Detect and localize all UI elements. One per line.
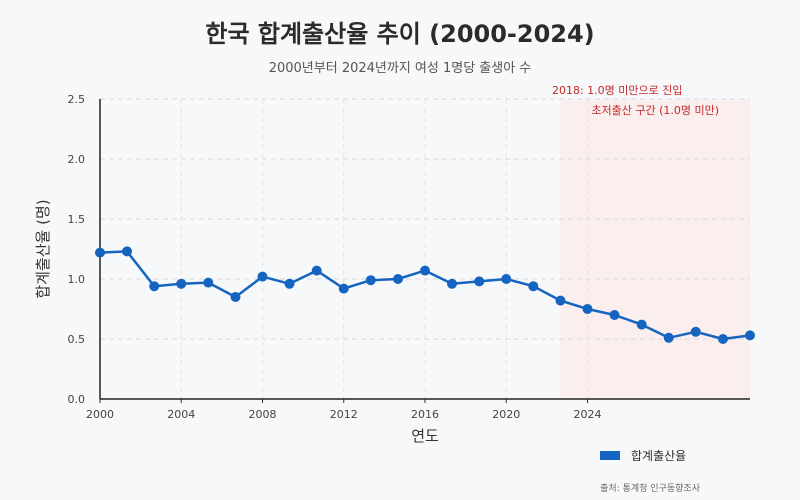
data-point xyxy=(609,310,620,320)
data-point xyxy=(365,275,376,286)
data-point xyxy=(663,332,674,343)
x-tick-label: 2000 xyxy=(86,408,114,421)
legend-swatch xyxy=(600,451,620,460)
y-tick-label: 0.0 xyxy=(68,393,86,406)
data-point xyxy=(420,265,430,276)
x-tick-label: 2012 xyxy=(330,408,358,421)
legend: 합계출산율 xyxy=(600,447,686,464)
y-tick-label: 1.5 xyxy=(68,213,86,226)
data-point xyxy=(284,278,295,289)
data-point xyxy=(636,319,647,330)
data-point xyxy=(338,283,349,294)
x-tick-label: 2008 xyxy=(249,408,277,421)
source-note: 출처: 통계청 인구동향조사 xyxy=(600,484,700,494)
shaded-region-label: 초저출산 구간 (1.0명 미만) xyxy=(591,104,719,117)
y-tick-label: 2.5 xyxy=(68,93,86,106)
x-tick-label: 2016 xyxy=(411,408,439,421)
shaded-region xyxy=(560,99,750,399)
data-point xyxy=(474,276,485,287)
data-point xyxy=(203,277,214,288)
data-point xyxy=(717,334,728,344)
data-point xyxy=(311,265,322,276)
data-point xyxy=(582,304,593,314)
data-point xyxy=(95,247,105,258)
y-tick-label: 0.5 xyxy=(68,333,86,346)
legend-label: 합계출산율 xyxy=(631,449,687,463)
chart-subtitle: 2000년부터 2024년까지 여성 1명당 출생아 수 xyxy=(268,61,532,76)
x-tick-label: 2020 xyxy=(492,408,520,421)
y-tick-label: 1.0 xyxy=(68,273,86,286)
y-axis-title: 합계출산율 (명) xyxy=(34,199,52,298)
data-point xyxy=(230,292,241,302)
y-tick-label: 2.0 xyxy=(68,153,86,166)
data-point xyxy=(745,330,755,341)
data-point xyxy=(690,326,701,337)
x-tick-label: 2024 xyxy=(574,408,602,421)
chart-title: 한국 합계출산율 추이 (2000-2024) xyxy=(205,20,595,48)
data-point xyxy=(176,278,187,289)
data-point xyxy=(528,281,539,292)
data-point xyxy=(122,246,133,257)
data-point xyxy=(257,271,268,282)
annotation-threshold: 2018: 1.0명 미만으로 진입 xyxy=(552,84,683,97)
data-point xyxy=(501,274,512,284)
data-point xyxy=(392,274,403,284)
data-point xyxy=(149,281,160,292)
x-axis-title: 연도 xyxy=(411,427,439,445)
data-point xyxy=(447,278,458,289)
data-point xyxy=(555,295,566,306)
x-tick-label: 2004 xyxy=(167,408,195,421)
